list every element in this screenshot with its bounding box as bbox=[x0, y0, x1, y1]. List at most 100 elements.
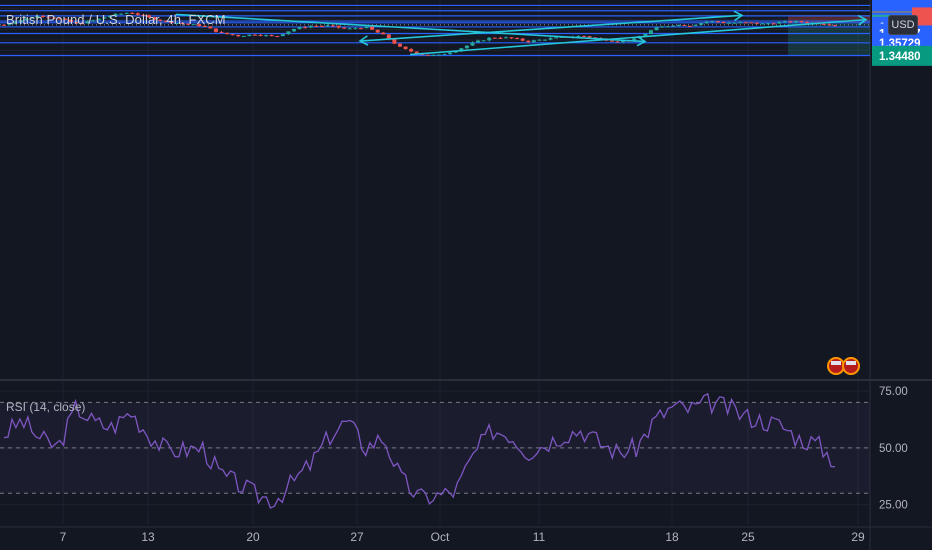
currency-button[interactable]: USD bbox=[888, 15, 918, 35]
candle-body bbox=[509, 37, 514, 39]
candle-body bbox=[771, 23, 776, 25]
candle-body bbox=[760, 23, 765, 25]
candle-body bbox=[107, 15, 112, 18]
candle-body bbox=[503, 37, 508, 39]
candle-body bbox=[738, 22, 743, 24]
time-tick-label: 25 bbox=[741, 530, 755, 544]
rsi-tick-label: 75.00 bbox=[879, 386, 908, 398]
candle-body bbox=[448, 52, 453, 55]
candle-body bbox=[314, 25, 319, 27]
candle-body bbox=[252, 34, 257, 36]
candle-body bbox=[827, 24, 832, 26]
candle-body bbox=[208, 26, 213, 29]
candle-body bbox=[375, 29, 380, 33]
candle-body bbox=[582, 35, 587, 37]
candle-body bbox=[364, 26, 369, 29]
candle-body bbox=[197, 24, 202, 27]
channel-lower-arrow bbox=[857, 14, 868, 26]
candle-body bbox=[671, 25, 676, 27]
candle-body bbox=[481, 40, 486, 42]
descending-trendline-arrow bbox=[636, 35, 647, 47]
candle-body bbox=[587, 36, 592, 38]
candle-body bbox=[732, 22, 737, 24]
candle-body bbox=[336, 25, 341, 28]
candle-body bbox=[409, 49, 414, 52]
candle-body bbox=[699, 23, 704, 25]
time-tick-label: 13 bbox=[141, 530, 155, 544]
candle-body bbox=[247, 34, 252, 36]
price-tag-box bbox=[872, 45, 932, 66]
candle-body bbox=[130, 12, 135, 14]
flag-us-icon-stripe bbox=[831, 361, 841, 365]
candle-body bbox=[68, 19, 73, 23]
candle-body bbox=[7, 23, 12, 25]
candle-body bbox=[793, 21, 798, 23]
candle-body bbox=[80, 23, 85, 25]
candle-body bbox=[782, 21, 787, 23]
candle-body bbox=[325, 25, 330, 27]
candle-body bbox=[492, 37, 497, 39]
candle-body bbox=[135, 13, 140, 15]
candle-body bbox=[576, 35, 581, 37]
candle-body bbox=[710, 21, 715, 23]
candle-body bbox=[264, 35, 269, 37]
candle-body bbox=[660, 26, 665, 28]
candle-body bbox=[29, 17, 34, 19]
candle-body bbox=[158, 19, 163, 21]
rsi-panel bbox=[0, 392, 870, 509]
candle-body bbox=[431, 54, 436, 56]
candle-body bbox=[297, 27, 302, 29]
rsi-tick-label: 50.00 bbox=[879, 443, 908, 455]
candle-body bbox=[152, 17, 157, 20]
candle-body bbox=[392, 39, 397, 44]
candle-body bbox=[693, 24, 698, 26]
candle-body bbox=[542, 39, 547, 41]
candle-body bbox=[353, 28, 358, 30]
candle-body bbox=[805, 22, 810, 24]
candle-body bbox=[35, 15, 40, 18]
candle-body bbox=[381, 32, 386, 35]
candle-body bbox=[799, 21, 804, 23]
candle-body bbox=[665, 26, 670, 28]
candle-body bbox=[766, 23, 771, 25]
candle-body bbox=[632, 38, 637, 41]
time-tick-label: 11 bbox=[533, 530, 546, 544]
candle-body bbox=[397, 43, 402, 47]
candle-body bbox=[2, 24, 6, 26]
flag-uk-icon-stripe bbox=[846, 361, 856, 365]
candle-body bbox=[102, 17, 107, 19]
take-profit-zone bbox=[788, 22, 870, 56]
candle-body bbox=[548, 38, 553, 40]
time-tick-label: 27 bbox=[350, 530, 364, 544]
candle-body bbox=[403, 46, 408, 50]
candle-body bbox=[520, 38, 525, 41]
candle-body bbox=[74, 22, 79, 24]
candle-body bbox=[470, 42, 475, 46]
candle-body bbox=[24, 18, 29, 21]
channel-upper-arrow-start bbox=[358, 35, 369, 46]
candle-body bbox=[749, 22, 754, 24]
candle-body bbox=[464, 45, 469, 49]
candle-body bbox=[687, 25, 692, 27]
candle-body bbox=[124, 12, 129, 14]
candle-body bbox=[85, 20, 90, 24]
candle-body bbox=[331, 25, 336, 27]
candle-body bbox=[41, 15, 46, 17]
chart-title: British Pound / U.S. Dollar, 4h, FXCM bbox=[6, 12, 226, 27]
candle-body bbox=[202, 26, 207, 28]
candle-body bbox=[63, 18, 68, 20]
candle-body bbox=[821, 23, 826, 25]
candle-body bbox=[292, 28, 297, 32]
candle-body bbox=[721, 22, 726, 24]
rsi-line bbox=[3, 392, 836, 509]
candle-body bbox=[615, 41, 620, 43]
candle-body bbox=[743, 22, 748, 24]
flag-uk-icon bbox=[842, 357, 860, 375]
candle-body bbox=[515, 38, 520, 40]
time-tick-label: 20 bbox=[246, 530, 260, 544]
candle-body bbox=[219, 31, 224, 33]
candle-body bbox=[347, 28, 352, 30]
candle-body bbox=[370, 26, 375, 30]
